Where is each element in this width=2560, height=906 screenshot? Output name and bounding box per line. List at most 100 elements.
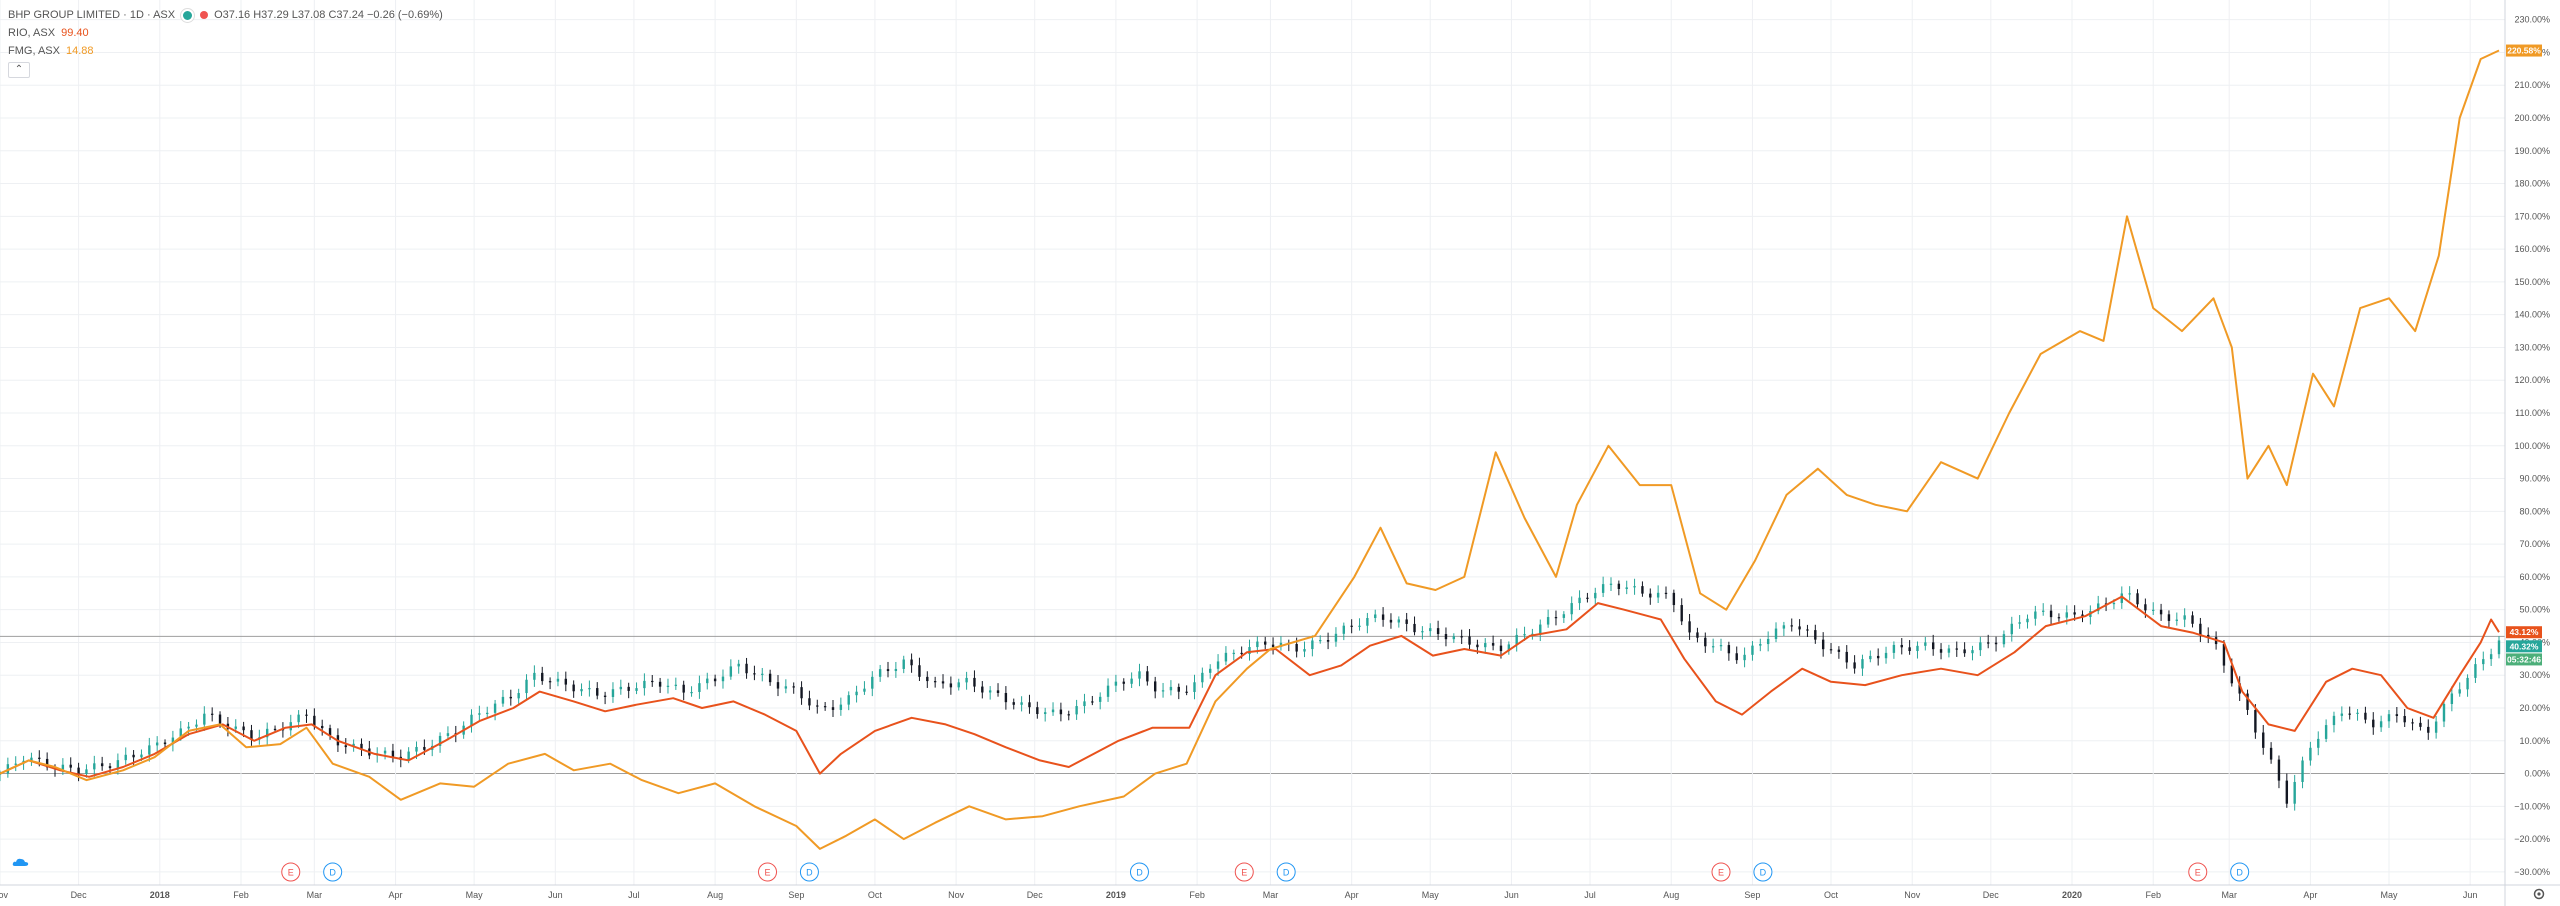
bhp-bar-body: [1908, 647, 1911, 652]
bhp-bar-body: [2183, 615, 2186, 620]
event-marker-label: E: [2195, 868, 2201, 878]
bhp-bar-body: [6, 764, 10, 774]
bhp-bar-body: [305, 714, 308, 716]
legend-collapse-button[interactable]: ⌃: [8, 62, 30, 78]
legend-main-title[interactable]: BHP GROUP LIMITED · 1D · ASX: [8, 9, 176, 21]
event-marker-label: D: [2236, 868, 2243, 878]
bhp-bar-body: [2434, 721, 2438, 733]
fmg-line: [0, 49, 2500, 850]
earnings-event-marker[interactable]: [2188, 862, 2208, 882]
bhp-bar-body: [1656, 592, 1660, 598]
bhp-bar-body: [1067, 714, 1070, 716]
bar-countdown-badge: 05:32:46: [2507, 654, 2541, 664]
earnings-event-marker[interactable]: [758, 862, 778, 882]
gear-icon[interactable]: [2532, 887, 2546, 901]
bhp-bar-body: [438, 735, 442, 746]
bhp-bar-body: [580, 689, 583, 692]
market-open-icon: [181, 8, 195, 22]
bhp-bar-body: [1672, 592, 1676, 606]
legend-series-fmg[interactable]: FMG, ASX 14.88: [8, 42, 443, 60]
bhp-bar-body: [1719, 645, 1723, 647]
bhp-bar-body: [1264, 641, 1267, 645]
earnings-event-marker[interactable]: [281, 862, 301, 882]
bhp-bar-body: [737, 663, 740, 667]
bhp-bar-body: [171, 737, 175, 745]
bhp-bar-body: [1546, 617, 1550, 625]
bhp-bar-body: [533, 672, 536, 680]
dividend-event-marker[interactable]: [323, 862, 343, 882]
bhp-bar-body: [784, 686, 788, 689]
bhp-bar-body: [651, 680, 654, 683]
bhp-bar-body: [2419, 722, 2422, 727]
bhp-bar-body: [2474, 664, 2477, 678]
x-tick-label: Dec: [1027, 890, 1044, 900]
bhp-bar-body: [1562, 614, 1566, 618]
bhp-bar-body: [1452, 636, 1456, 640]
y-tick-label: 230.00%: [2514, 15, 2550, 25]
x-tick-label: May: [466, 890, 484, 900]
cloud-save-icon[interactable]: [12, 857, 30, 867]
bhp-bar-body: [1531, 633, 1534, 635]
bhp-bar-body: [1704, 637, 1707, 647]
event-marker-label: D: [1136, 868, 1143, 878]
bhp-bar-body: [93, 763, 96, 770]
bhp-bar-body: [2482, 659, 2485, 665]
bhp-bar-body: [1444, 634, 1448, 640]
bhp-bar-body: [1790, 625, 1793, 627]
bhp-bar-body: [1224, 652, 1228, 662]
dividend-event-marker[interactable]: [1276, 862, 1296, 882]
dividend-event-marker[interactable]: [2230, 862, 2250, 882]
bhp-bar-body: [1421, 631, 1424, 633]
bhp-bar-body: [1837, 649, 1841, 652]
earnings-event-marker[interactable]: [1234, 862, 1254, 882]
bhp-bar-body: [1177, 686, 1180, 692]
bhp-bar-body: [1381, 614, 1385, 620]
bhp-bar-body: [643, 680, 646, 689]
dividend-event-marker[interactable]: [1129, 862, 1149, 882]
bhp-bar-body: [1523, 634, 1526, 636]
bhp-bar-body: [2230, 665, 2234, 684]
bhp-bar-body: [446, 733, 450, 736]
bhp-bar-body: [1633, 586, 1636, 588]
bhp-bar-body: [666, 685, 670, 687]
y-tick-label: −30.00%: [2514, 867, 2550, 877]
bhp-bar-body: [2002, 634, 2006, 645]
legend-series-rio[interactable]: RIO, ASX 99.40: [8, 24, 443, 42]
bhp-bar-body: [1216, 661, 1220, 669]
x-tick-label: Dec: [1983, 890, 2000, 900]
bhp-bar-body: [1766, 638, 1770, 645]
bhp-bar-body: [423, 746, 426, 750]
badge-layer: 220.58% 43.12% 40.32% 05:32:46: [2506, 44, 2542, 666]
bhp-bar-body: [713, 678, 717, 682]
bhp-bar-body: [1774, 628, 1778, 639]
x-tick-label: Dec: [71, 890, 88, 900]
bhp-bar-body: [108, 766, 112, 769]
x-tick-label: Mar: [1263, 890, 1279, 900]
dividend-event-marker[interactable]: [1753, 862, 1773, 882]
bhp-bar-body: [918, 665, 921, 677]
bhp-bar-body: [627, 686, 630, 691]
bhp-bar-body: [588, 688, 591, 690]
bhp-bar-body: [2136, 593, 2139, 605]
bhp-bar-body: [831, 707, 835, 710]
bhp-bar-body: [1484, 643, 1487, 648]
dividend-event-marker[interactable]: [799, 862, 819, 882]
earnings-event-marker[interactable]: [1711, 862, 1731, 882]
bhp-bar-body: [564, 678, 568, 685]
bhp-bar-body: [69, 764, 72, 768]
x-tick-label: Jun: [2463, 890, 2478, 900]
bhp-bar-body: [2159, 609, 2163, 615]
bhp-bar-body: [2262, 732, 2265, 748]
bhp-bar-body: [1028, 702, 1031, 708]
bhp-bar-body: [871, 676, 874, 689]
bhp-bar-body: [2167, 614, 2171, 621]
bhp-bar-body: [988, 690, 992, 693]
bhp-bar-body: [100, 763, 104, 767]
bhp-bar-body: [1358, 625, 1361, 627]
y-tick-label: 90.00%: [2519, 474, 2550, 484]
bhp-bar-body: [1248, 647, 1251, 655]
bhp-bar-body: [1601, 584, 1605, 593]
bhp-bar-body: [218, 714, 222, 724]
bhp-bar-body: [38, 757, 41, 759]
